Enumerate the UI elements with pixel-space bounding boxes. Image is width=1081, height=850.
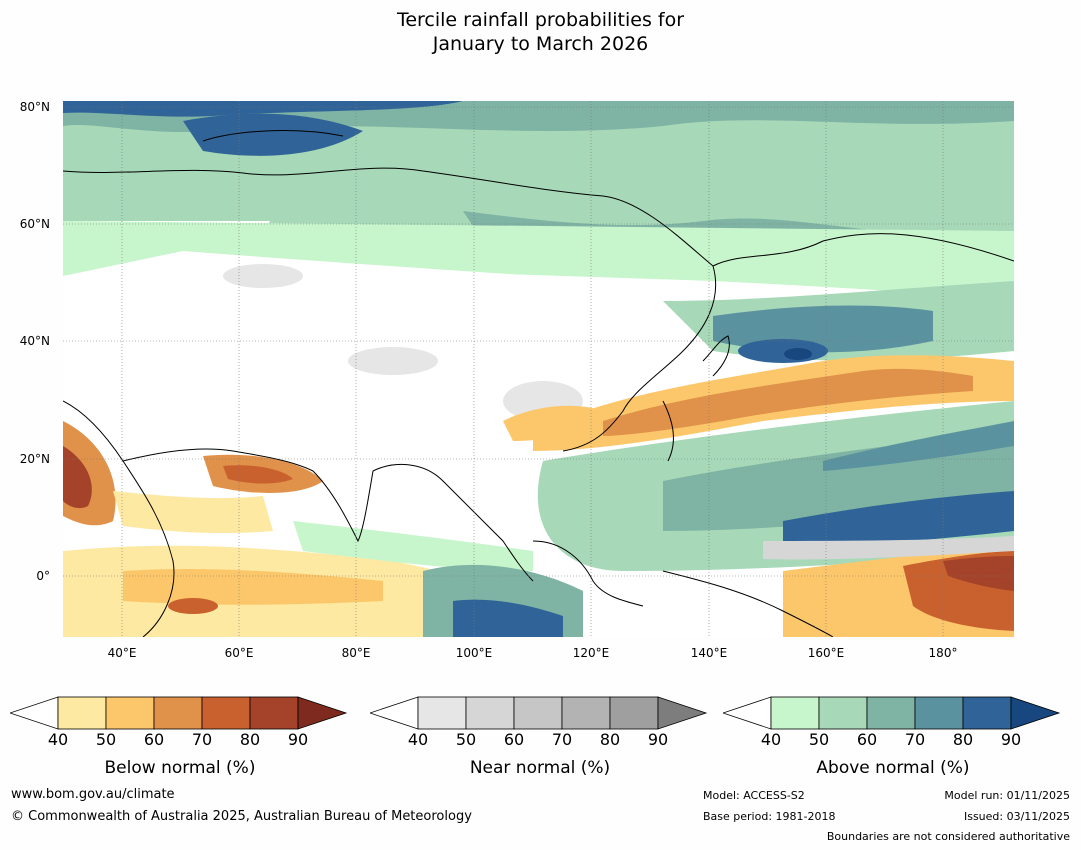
lon-label-100e: 100°E xyxy=(455,646,493,660)
legend-swatch xyxy=(105,696,155,730)
region-npacific-darkest xyxy=(784,348,812,360)
legend-tick: 50 xyxy=(808,730,830,749)
legend-swatch xyxy=(818,696,868,730)
model-run-text: Model run: 01/11/2025 xyxy=(944,789,1070,802)
region-npacific-dark xyxy=(738,339,828,363)
region-tropical-dark xyxy=(783,491,1014,546)
boundaries-note: Boundaries are not considered authoritat… xyxy=(826,830,1070,843)
title-line-2: January to March 2026 xyxy=(432,33,649,55)
legend-tick: 60 xyxy=(856,730,878,749)
region-tropical-band xyxy=(823,421,1014,471)
legend-tick: 40 xyxy=(760,730,782,749)
lon-label-80e: 80°E xyxy=(341,646,371,660)
lon-label-140e: 140°E xyxy=(690,646,728,660)
legend-below-40-triangle xyxy=(370,696,419,730)
lon-label-160e: 160°E xyxy=(807,646,845,660)
region-midlat-light xyxy=(63,221,1014,301)
legend-swatch xyxy=(914,696,964,730)
region-near-1 xyxy=(223,264,303,288)
graticule xyxy=(63,101,1014,637)
legend-tick: 50 xyxy=(95,730,117,749)
lat-label-80n: 80°N xyxy=(19,100,50,114)
region-spacific-near xyxy=(763,536,1014,560)
model-text: Model: ACCESS-S2 xyxy=(703,789,805,802)
legend-tick: 60 xyxy=(503,730,525,749)
legend-swatch xyxy=(417,696,467,730)
legend-tick: 40 xyxy=(407,730,429,749)
legend-tick: 90 xyxy=(287,730,309,749)
legend-90-plus-triangle xyxy=(1010,696,1061,730)
copyright-text: © Commonwealth of Australia 2025, Austra… xyxy=(11,809,472,824)
legend-tick: 70 xyxy=(191,730,213,749)
legend-swatch xyxy=(153,696,203,730)
legend-tick: 90 xyxy=(647,730,669,749)
lon-label-120e: 120°E xyxy=(572,646,610,660)
base-period-text: Base period: 1981-2018 xyxy=(703,810,836,823)
region-io-mid xyxy=(123,569,383,605)
lat-label-60n: 60°N xyxy=(19,217,50,231)
legend-below-40-triangle xyxy=(10,696,59,730)
region-arabia-strong xyxy=(63,446,92,509)
region-arabian-sea-strong xyxy=(223,465,293,484)
legend-swatch xyxy=(57,696,107,730)
region-below-pacific-mid xyxy=(603,368,973,436)
lon-label-40e: 40°E xyxy=(107,646,137,660)
legend-near-normal: 40 50 60 70 80 90 Near normal (%) xyxy=(370,695,710,785)
legend-tick: 70 xyxy=(551,730,573,749)
website-link[interactable]: www.bom.gov.au/climate xyxy=(11,787,175,802)
legend-tick: 90 xyxy=(1000,730,1022,749)
region-io-above xyxy=(293,521,533,571)
title-line-1: Tercile rainfall probabilities for xyxy=(396,9,685,31)
legend-title: Near normal (%) xyxy=(469,758,611,778)
legend-tick: 50 xyxy=(455,730,477,749)
issued-text: Issued: 03/11/2025 xyxy=(963,810,1070,823)
legend-tick: 60 xyxy=(143,730,165,749)
region-arctic-strip xyxy=(63,101,463,117)
region-maritime-dark xyxy=(453,599,563,637)
chart-title: Tercile rainfall probabilities for Janua… xyxy=(0,8,1081,56)
legend-swatch xyxy=(249,696,299,730)
legend-above-normal: 40 50 60 70 80 90 Above normal (%) xyxy=(723,695,1063,785)
region-africa-light xyxy=(113,491,273,534)
legend-swatch xyxy=(561,696,611,730)
region-io-strong xyxy=(168,598,218,614)
lat-label-20n: 20°N xyxy=(19,452,50,466)
legend-tick: 70 xyxy=(904,730,926,749)
region-near-2 xyxy=(348,347,438,375)
lon-label-180: 180° xyxy=(928,646,958,660)
legend-90-plus-triangle xyxy=(657,696,708,730)
legend-below-normal: 40 50 60 70 80 90 Below normal (%) xyxy=(10,695,350,785)
legend-90-plus-triangle xyxy=(297,696,348,730)
legend-swatch xyxy=(866,696,916,730)
lon-label-60e: 60°E xyxy=(224,646,254,660)
legend-swatch xyxy=(962,696,1012,730)
legend-swatch xyxy=(770,696,820,730)
region-arctic-dark xyxy=(183,113,363,156)
rainfall-probability-map xyxy=(63,101,1014,637)
legend-title: Below normal (%) xyxy=(104,758,256,778)
coastlines xyxy=(63,130,1014,637)
legend-swatch xyxy=(609,696,659,730)
legend-below-40-triangle xyxy=(723,696,772,730)
lat-label-0: 0° xyxy=(36,569,50,583)
legend-swatch xyxy=(513,696,563,730)
legend-tick: 40 xyxy=(47,730,69,749)
legend-tick: 80 xyxy=(952,730,974,749)
legend-swatch xyxy=(201,696,251,730)
region-china-below xyxy=(503,405,603,441)
legend-title: Above normal (%) xyxy=(816,758,970,778)
region-spacific-stronger xyxy=(943,556,1014,591)
legend-swatch xyxy=(465,696,515,730)
region-central-asia xyxy=(63,251,663,336)
legend-tick: 80 xyxy=(599,730,621,749)
lat-label-40n: 40°N xyxy=(19,334,50,348)
legend-tick: 80 xyxy=(239,730,261,749)
